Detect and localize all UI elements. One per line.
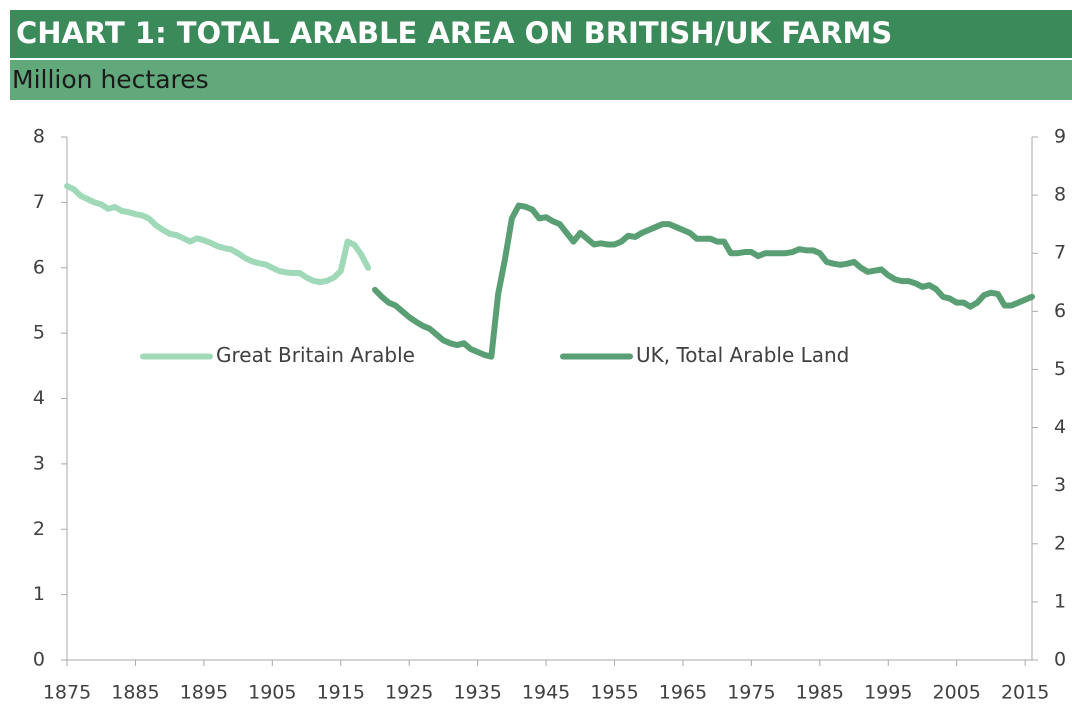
y2-tick-label: 7	[1054, 242, 1066, 264]
y-tick-label: 0	[33, 649, 45, 671]
legend-label: Great Britain Arable	[216, 343, 415, 367]
y2-tick-label: 9	[1054, 126, 1066, 148]
series-line	[64, 183, 372, 286]
x-tick-label: 1975	[727, 682, 775, 704]
y2-tick-label: 1	[1054, 590, 1066, 612]
y2-tick-label: 5	[1054, 358, 1066, 380]
title-bar	[10, 10, 1072, 58]
y2-tick-label: 8	[1054, 184, 1066, 206]
y-tick-label: 8	[33, 126, 45, 148]
x-tick-label: 2005	[933, 682, 981, 704]
x-tick-label: 2015	[1001, 682, 1049, 704]
y-tick-label: 7	[33, 191, 45, 213]
y2-tick-label: 2	[1054, 532, 1066, 554]
x-tick-label: 1995	[864, 682, 912, 704]
x-tick-label: 1935	[453, 682, 501, 704]
x-tick-label: 1875	[43, 682, 91, 704]
y-tick-label: 2	[33, 518, 45, 540]
x-tick-label: 1885	[111, 682, 159, 704]
y-tick-label: 4	[33, 387, 45, 409]
chart-subtitle: Million hectares	[12, 65, 209, 94]
x-tick-label: 1895	[180, 682, 228, 704]
subtitle-bar	[10, 60, 1072, 100]
x-tick-label: 1905	[248, 682, 296, 704]
x-tick-label: 1945	[522, 682, 570, 704]
x-tick-label: 1915	[317, 682, 365, 704]
y-tick-label: 5	[33, 322, 45, 344]
y2-tick-label: 3	[1054, 474, 1066, 496]
x-tick-label: 1955	[590, 682, 638, 704]
x-tick-label: 1985	[796, 682, 844, 704]
y-tick-label: 3	[33, 452, 45, 474]
x-tick-label: 1925	[385, 682, 433, 704]
y-tick-label: 6	[33, 256, 45, 278]
y2-tick-label: 6	[1054, 300, 1066, 322]
series-line	[371, 202, 1035, 360]
legend-label: UK, Total Arable Land	[636, 343, 849, 367]
x-tick-label: 1965	[659, 682, 707, 704]
y-tick-label: 1	[33, 583, 45, 605]
chart-title: CHART 1: TOTAL ARABLE AREA ON BRITISH/UK…	[16, 16, 892, 50]
y2-tick-label: 0	[1054, 649, 1066, 671]
y2-tick-label: 4	[1054, 416, 1066, 438]
